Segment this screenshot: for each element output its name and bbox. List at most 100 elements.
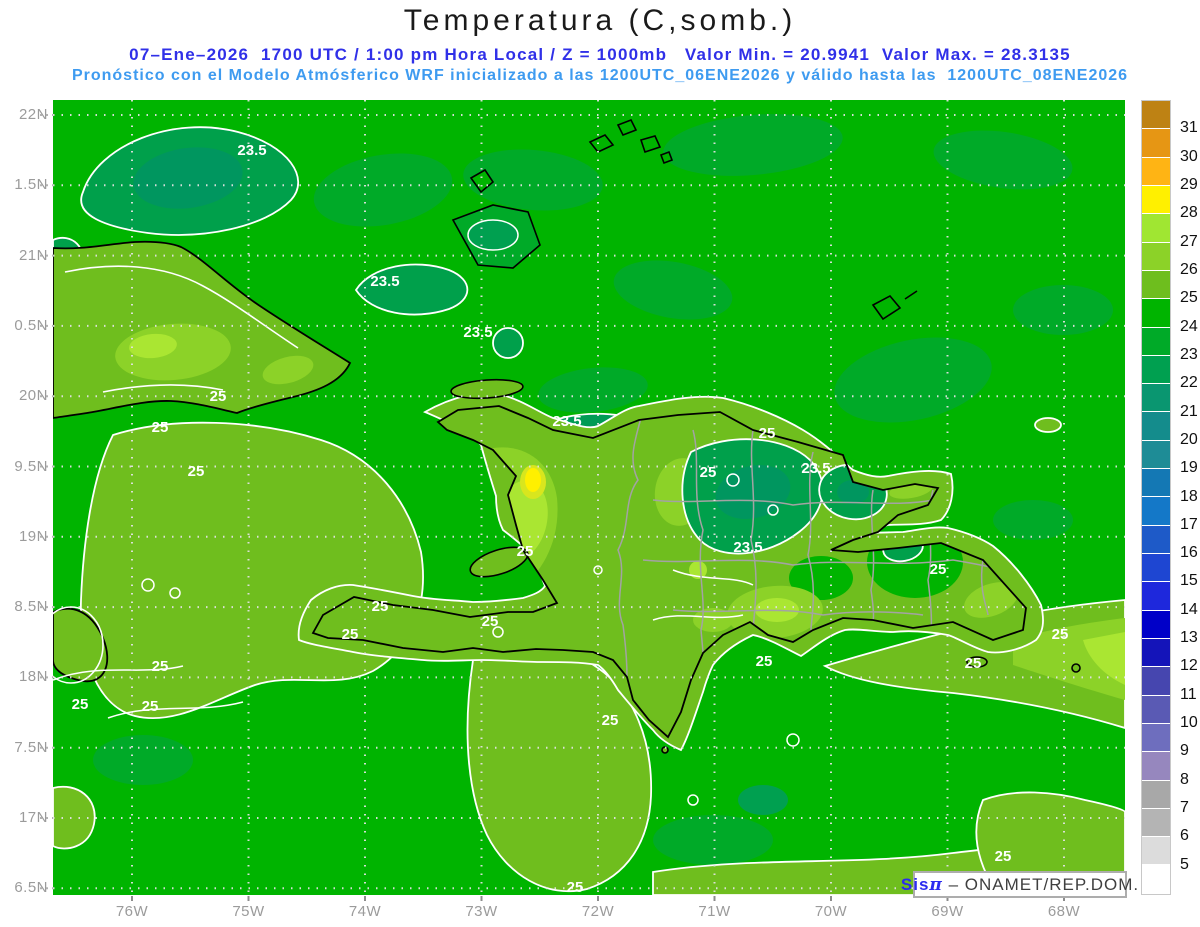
- colorbar-segment: [1142, 299, 1170, 327]
- model-info-line: Pronóstico con el Modelo Atmósferico WRF…: [71, 67, 1129, 84]
- colorbar-tick-label: 16: [1180, 544, 1198, 562]
- temperature-contour-map: 23.5 23.5 23.5 23.5 23.5 23.5 25 25 25 25 25 25 25 25…: [40, 100, 1125, 901]
- lat-tick-label: 1.5N: [14, 176, 48, 194]
- lon-tick-label: 68W: [1047, 903, 1081, 920]
- contour-labels: 23.5 23.5 23.5 23.5 23.5 23.5 25 25 25 25 25 25 25 25…: [72, 142, 1069, 896]
- cuba: [53, 240, 352, 419]
- contour-value-label: 25: [759, 425, 776, 442]
- contour-value-label: 25: [517, 543, 534, 560]
- colorbar-segment: [1142, 808, 1170, 837]
- colorbar-segment: [1142, 469, 1170, 497]
- lon-tick-label: 70W: [814, 903, 848, 920]
- colorbar-segment: [1142, 185, 1170, 214]
- lon-tick-label: 74W: [348, 903, 382, 920]
- lat-tick-label: 8.5N: [14, 598, 48, 616]
- colorbar-segment: [1142, 695, 1170, 723]
- contour-value-label: 25: [482, 613, 499, 630]
- colorbar-tick-label: 27: [1180, 232, 1198, 250]
- contour-value-label: 25: [188, 463, 205, 480]
- colorbar-tick-label: 21: [1180, 402, 1198, 420]
- colorbar-segment: [1142, 327, 1170, 355]
- small-islands: [450, 118, 1081, 754]
- contour-value-label: 25: [602, 712, 619, 729]
- caicos-island-3: [639, 135, 662, 154]
- contour-value-label: 23.5: [370, 273, 399, 290]
- lat-tick-label: 18N: [18, 668, 48, 686]
- contour-value-label: 23.5: [463, 324, 492, 341]
- colorbar-tick-label: 26: [1180, 260, 1198, 278]
- lat-tick-label: 6.5N: [14, 879, 48, 897]
- lon-tick-label: 69W: [931, 903, 964, 920]
- colorbar-tick-label: 6: [1180, 827, 1189, 845]
- colorbar-tick-label: 23: [1180, 345, 1198, 363]
- colorbar-segment: [1142, 440, 1170, 469]
- colorbar-tick-label: 9: [1180, 742, 1189, 760]
- colorbar-segment: [1142, 214, 1170, 242]
- page-title: Temperatura (C,somb.): [403, 4, 797, 37]
- inagua-contour: [467, 219, 519, 251]
- scattered-contour-rings: [53, 565, 800, 806]
- contour-value-label: 25: [965, 655, 982, 672]
- colorbar-tick-label: 20: [1180, 430, 1198, 448]
- contour-value-label: 25: [72, 696, 89, 713]
- colorbar-segment: [1142, 638, 1170, 667]
- colorbar-tick-label: 14: [1180, 600, 1198, 618]
- colorbar-tick-label: 29: [1180, 175, 1198, 193]
- contour-value-label: 23.5: [733, 539, 762, 556]
- colorbar-segment: [1142, 129, 1170, 157]
- max-temperature-spot: [525, 468, 541, 492]
- colorbar-segment: [1142, 270, 1170, 299]
- lon-tick-label: 71W: [698, 903, 731, 920]
- colorbar-tick-label: 8: [1180, 770, 1189, 788]
- caicos-island-1: [588, 134, 615, 153]
- contour-value-label: 25: [142, 698, 159, 715]
- contour-value-label: 25: [152, 419, 169, 436]
- lon-tick-label: 75W: [232, 903, 265, 920]
- colorbar-segment: [1142, 582, 1170, 610]
- gridlines: [53, 100, 1125, 895]
- valid-time-line: 07–Ene–2026 1700 UTC / 1:00 pm Hora Loca…: [129, 45, 1071, 64]
- contour-value-label: 25: [700, 464, 717, 481]
- credit-separator: –: [942, 874, 965, 894]
- lat-tick-label: 17N: [18, 809, 48, 826]
- silver-bank: [871, 294, 902, 321]
- colorbar-segment: [1142, 610, 1170, 638]
- contour-value-label: 25: [152, 658, 169, 675]
- colorbar-segment: [1142, 554, 1170, 582]
- colorbar-segment: [1142, 752, 1170, 780]
- contour-value-label: 25: [372, 598, 389, 615]
- colorbar-tick-label: 5: [1180, 855, 1189, 873]
- colorbar-segment: [1142, 101, 1170, 129]
- colorbar-segment: [1142, 242, 1170, 270]
- colorbar-segment: [1142, 355, 1170, 384]
- colorbar-segment: [1142, 780, 1170, 808]
- lat-tick-label: 9.5N: [14, 457, 48, 475]
- contour-value-label: 25: [567, 879, 584, 896]
- little-inagua: [469, 168, 495, 194]
- colorbar-tick-label: 22: [1180, 374, 1198, 392]
- contour-value-label: 25: [1052, 626, 1069, 643]
- hispaniola-coastline: [311, 405, 1027, 739]
- credit-org: ONAMET/REP.DOM.: [964, 874, 1140, 894]
- sispi-logo: Sis: [900, 874, 930, 894]
- colorbar-tick-label: 7: [1180, 799, 1189, 817]
- axis-tick-stubs: [40, 114, 1065, 901]
- lon-tick-label: 76W: [115, 903, 149, 920]
- lat-tick-label: 21N: [18, 246, 48, 264]
- colorbar-tick-label: 30: [1180, 147, 1198, 165]
- colorbar-tick-label: 11: [1180, 685, 1197, 703]
- mona-island: [1071, 663, 1081, 673]
- colorbar-tick-label: 13: [1180, 629, 1198, 647]
- colorbar-segment: [1142, 837, 1170, 865]
- colorbar-segment: [1142, 723, 1170, 752]
- province-borders: [617, 417, 1004, 678]
- contour-value-label: 25: [342, 626, 359, 643]
- sea-temperature-patches: [93, 114, 1113, 865]
- temperature-colorbar: [1141, 100, 1171, 895]
- saona-island: [966, 656, 988, 668]
- lon-tick-label: 72W: [581, 903, 615, 920]
- colorbar-tick-label: 28: [1180, 204, 1198, 222]
- colorbar-tick-label: 10: [1180, 714, 1198, 732]
- tongue-core-patch: [1083, 632, 1125, 685]
